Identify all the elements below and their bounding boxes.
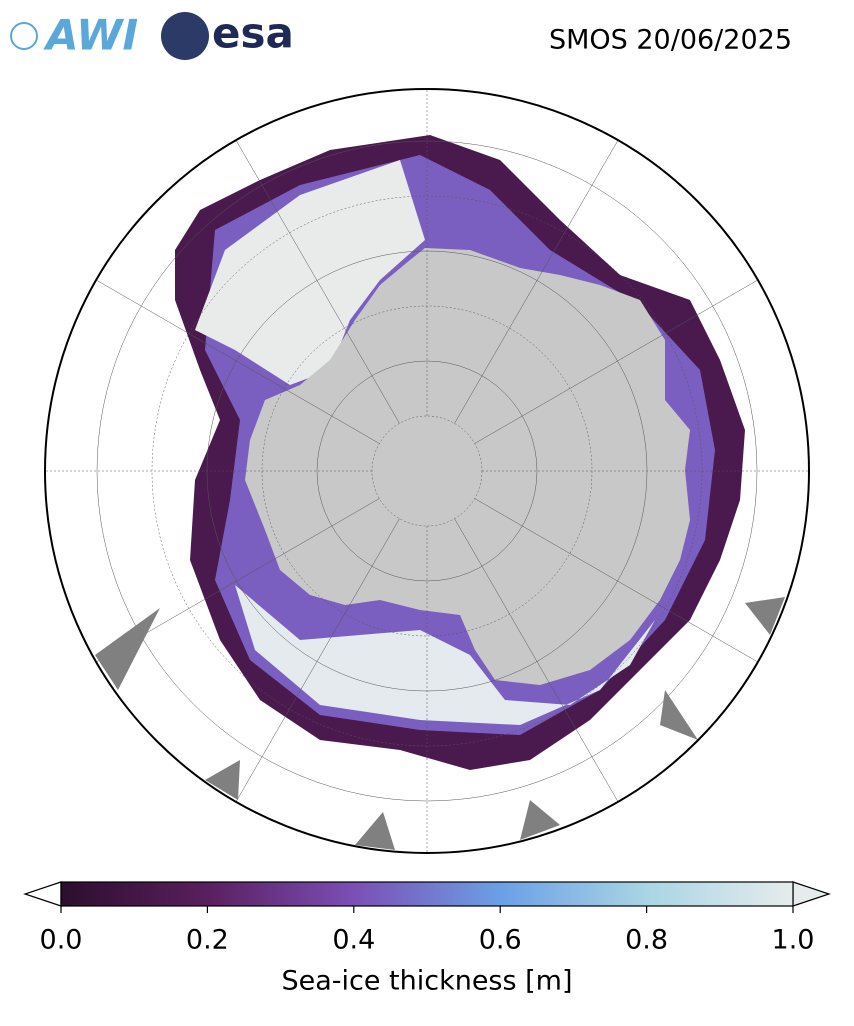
- colorbar-tick-label: 0.6: [479, 925, 522, 956]
- colorbar-extend-high: [792, 881, 831, 907]
- colorbar-tick-label: 0.2: [186, 925, 229, 956]
- colorbar-tick-label: 0.8: [625, 925, 668, 956]
- title: SMOS 20/06/2025: [549, 25, 792, 56]
- latitude-line: [96, 140, 758, 802]
- meridian: [474, 275, 765, 444]
- colorbar: Sea-ice thickness [m] 0.0 0.2 0.4 0.6 0.8 1.0: [23, 881, 831, 997]
- meridian: [231, 133, 400, 424]
- meridian: [231, 518, 400, 809]
- meridian: [89, 275, 380, 444]
- map-frame: [44, 88, 810, 854]
- colorbar-tick-label: 0.0: [40, 925, 83, 956]
- colorbar-bar: [60, 881, 794, 907]
- antarctica: [245, 248, 690, 685]
- awi-globe: [10, 22, 38, 50]
- header: AWI esa SMOS 20/06/2025: [10, 9, 792, 60]
- map: [45, 89, 809, 853]
- meridian: [454, 518, 623, 809]
- colorbar-tick-label: 0.4: [332, 925, 375, 956]
- colorbar-extend-low: [23, 881, 62, 907]
- missing-data: [95, 597, 785, 850]
- meridian: [454, 133, 623, 424]
- sea-ice-thick-weddell: [195, 160, 425, 385]
- meridian: [474, 498, 765, 667]
- colorbar-label: Sea-ice thickness [m]: [281, 966, 572, 997]
- colorbar-tick-label: 1.0: [772, 925, 815, 956]
- esa-emblem: [161, 12, 209, 60]
- graticule: [45, 89, 809, 853]
- sea-ice-thick-ross: [235, 585, 655, 725]
- awi-logo: AWI: [43, 11, 138, 60]
- latitude-line: [316, 360, 538, 582]
- esa-logo: esa: [212, 9, 294, 58]
